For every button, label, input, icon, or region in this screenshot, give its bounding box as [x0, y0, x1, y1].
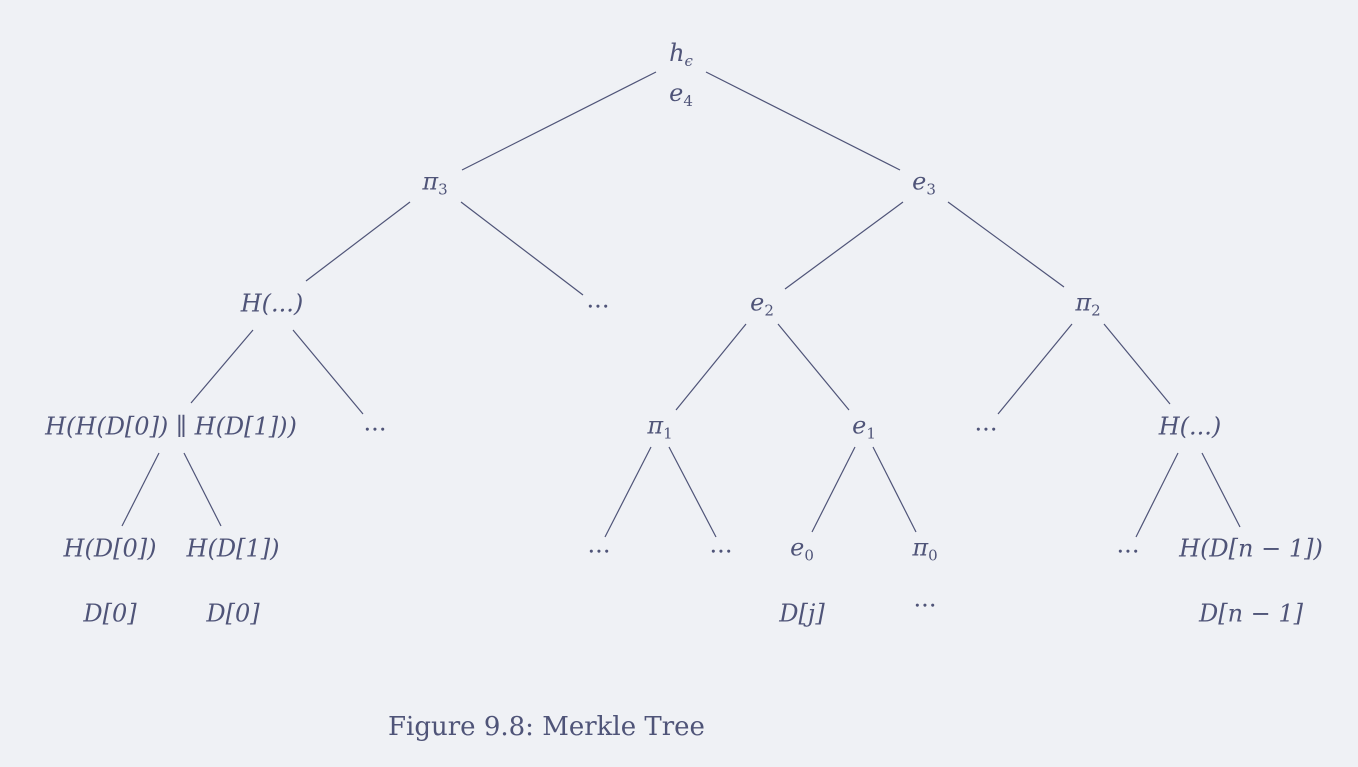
node-pi0: π0 — [912, 533, 938, 565]
edge-pi3-dots — [460, 201, 584, 296]
edge-e2-pi1 — [675, 323, 747, 411]
edge-pi1-dots-a — [604, 446, 652, 538]
node-e0: e0 — [790, 533, 814, 565]
node-pi1: π1 — [647, 411, 673, 443]
node-h-dots-right: H(...) — [1158, 412, 1222, 441]
node-dots-level2: ... — [586, 285, 610, 314]
edge-e3-pi2 — [947, 201, 1065, 288]
node-dots-level3-b: ... — [974, 408, 998, 437]
node-pi3: π3 — [422, 167, 448, 199]
node-dots-level4-c: ... — [1116, 530, 1140, 559]
root-node: hϵ e4 — [669, 37, 693, 117]
edge-pi2-hright — [1103, 323, 1171, 405]
node-pi2: π2 — [1075, 288, 1101, 320]
data-dots-below-pi0: ... — [913, 584, 937, 613]
node-e1: e1 — [852, 411, 876, 443]
node-h-concat: H(H(D[0]) ∥ H(D[1])) — [45, 412, 297, 441]
data-d0-b: D[0] — [206, 599, 260, 628]
node-dots-level3-a: ... — [363, 408, 387, 437]
edge-hleft-hconcat — [190, 329, 254, 404]
edge-e1-pi0 — [872, 446, 917, 533]
data-dj: D[j] — [779, 599, 825, 628]
edge-hconcat-hd0 — [121, 452, 160, 527]
edge-hleft-dots — [292, 329, 364, 415]
root-hash-label: hϵ — [669, 39, 693, 70]
node-dots-level4-a: ... — [587, 530, 611, 559]
data-dn1: D[n − 1] — [1198, 599, 1304, 628]
node-e2: e2 — [750, 288, 774, 320]
node-h-dots-left: H(...) — [240, 289, 304, 318]
node-dots-level4-b: ... — [709, 530, 733, 559]
edge-e2-e1 — [777, 323, 850, 411]
node-h-d1: H(D[1]) — [186, 534, 280, 563]
node-h-dn1: H(D[n − 1]) — [1179, 534, 1323, 563]
figure-caption: Figure 9.8: Merkle Tree — [388, 712, 705, 742]
edge-hright-dots — [1135, 452, 1179, 538]
edge-e3-e2 — [784, 201, 904, 290]
edge-e1-e0 — [811, 446, 856, 533]
node-h-d0: H(D[0]) — [63, 534, 157, 563]
edge-root-e3 — [705, 71, 901, 171]
edge-pi3-hleft — [305, 201, 411, 282]
edge-hright-hdn1 — [1201, 452, 1241, 528]
edge-hconcat-hd1 — [183, 452, 222, 527]
edge-pi1-dots-b — [668, 446, 717, 538]
data-d0-a: D[0] — [83, 599, 137, 628]
edge-root-pi3 — [461, 71, 657, 171]
node-e3: e3 — [912, 167, 936, 199]
edge-pi2-dots — [997, 323, 1073, 415]
root-e4-label: e4 — [669, 79, 693, 110]
